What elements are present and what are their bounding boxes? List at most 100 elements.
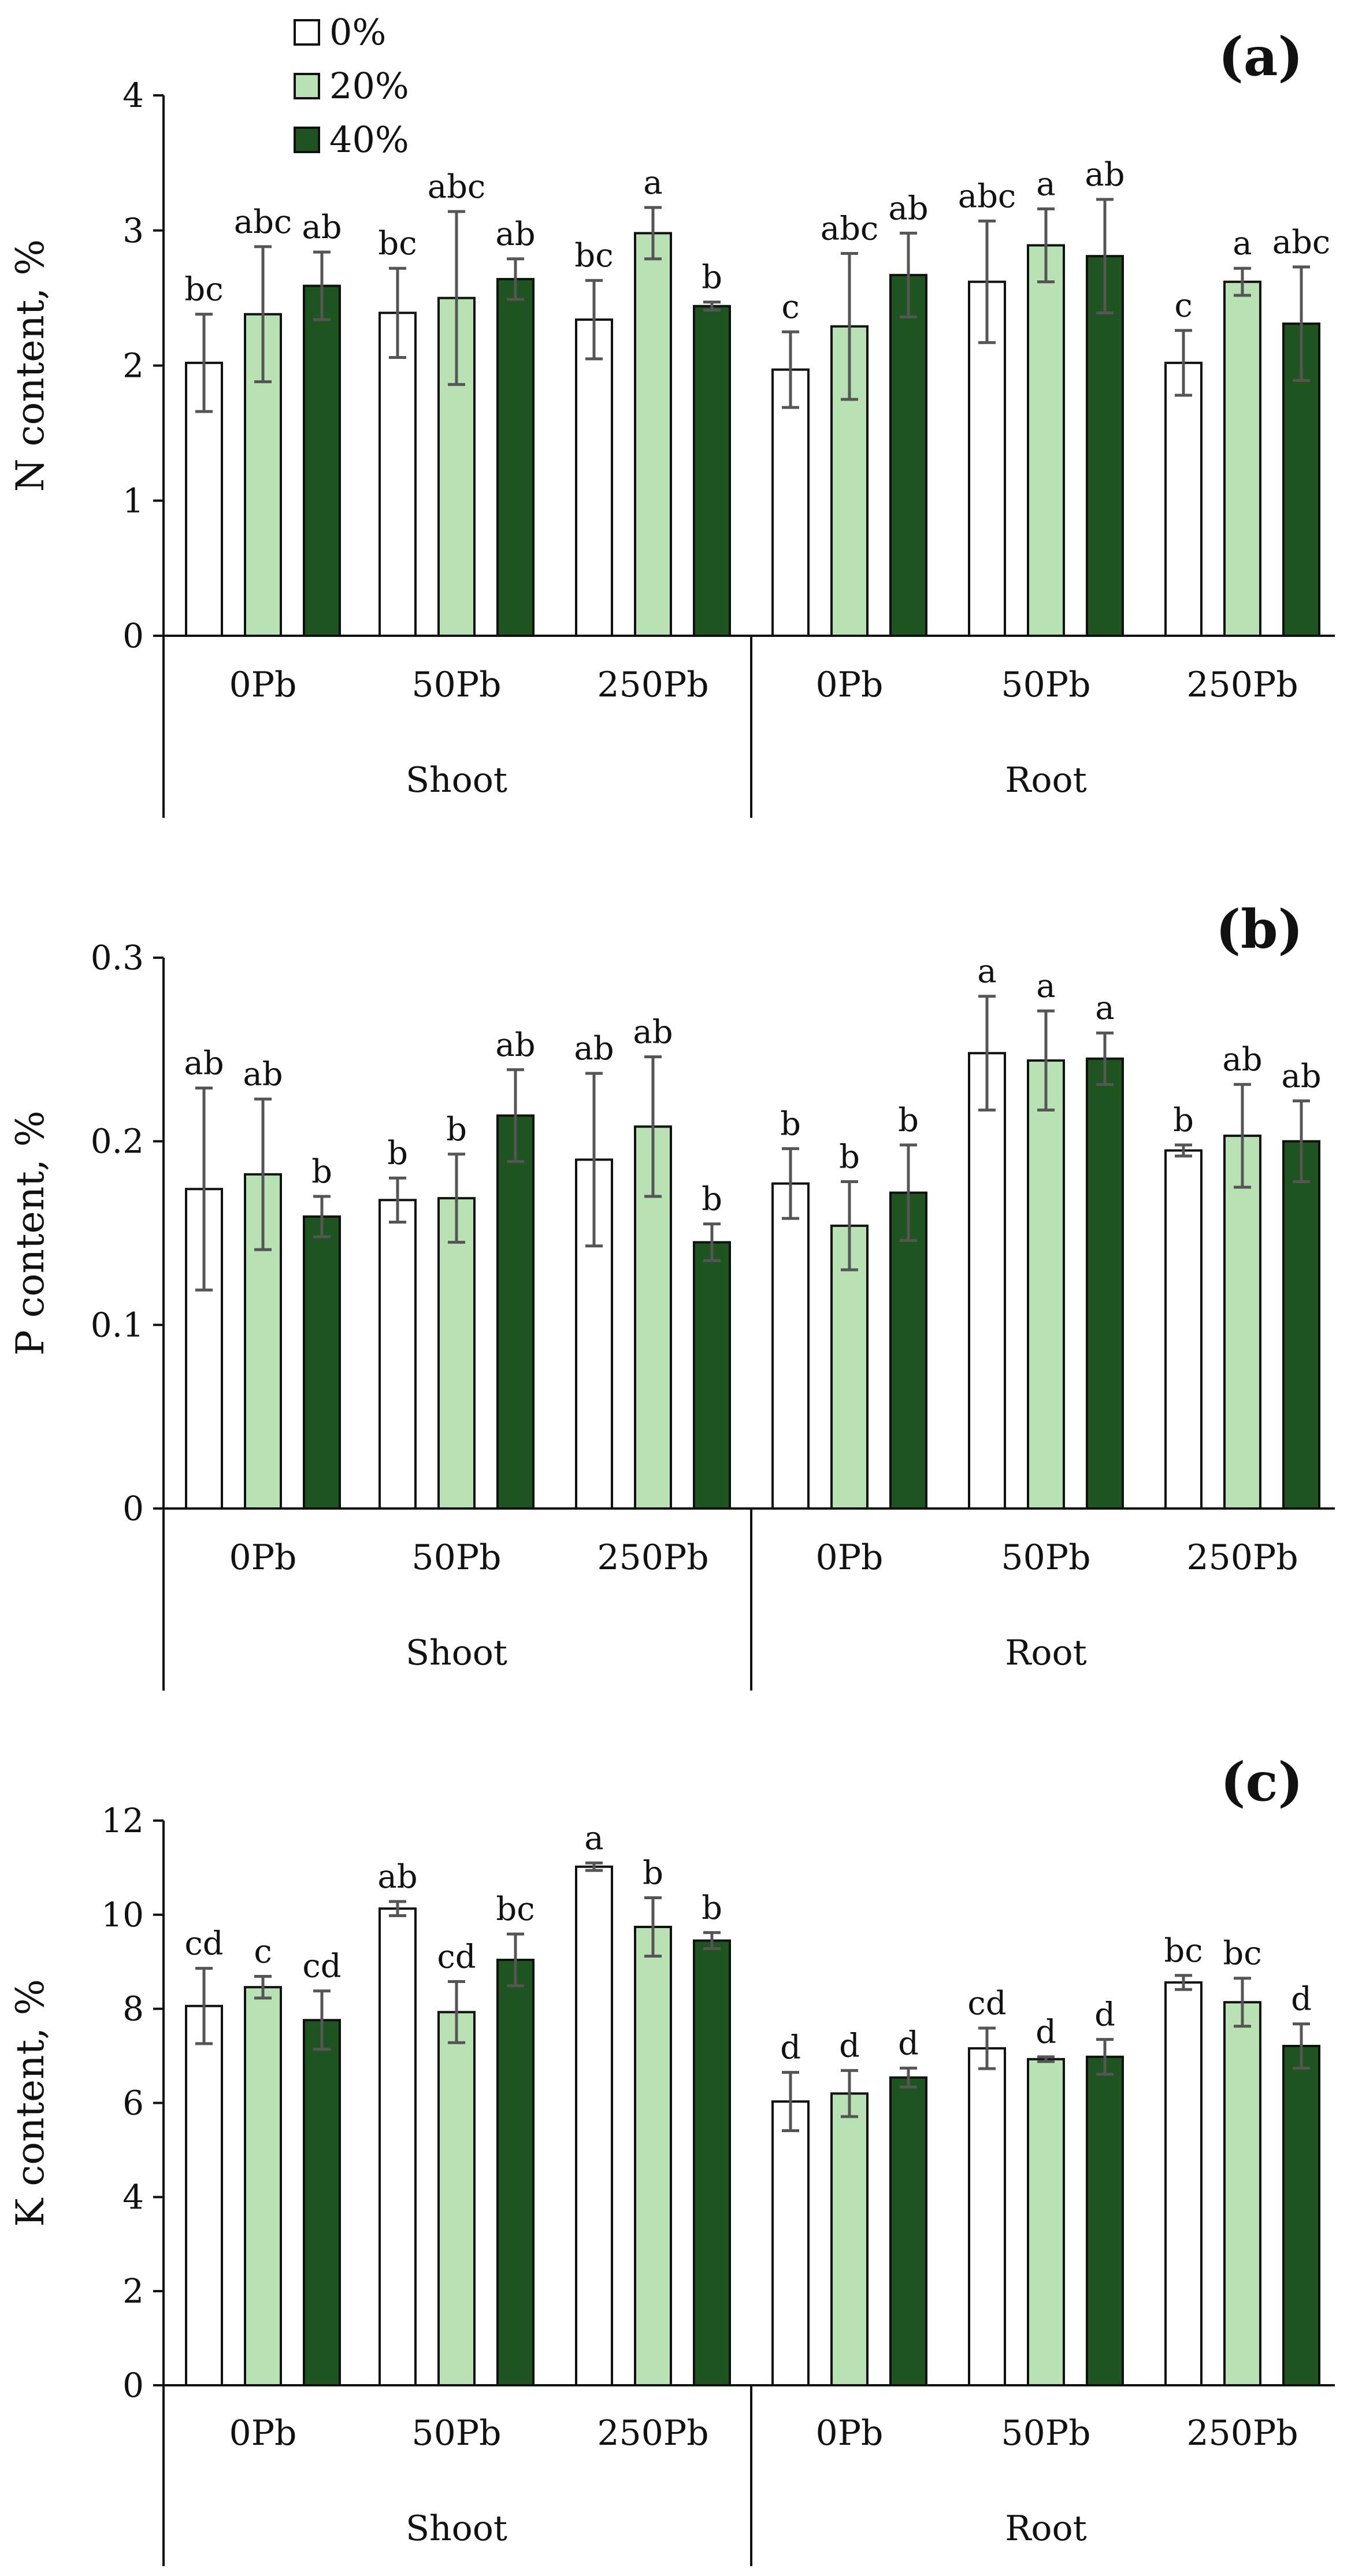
bar	[1223, 280, 1261, 637]
significance-letter: abc	[958, 177, 1016, 215]
bar	[437, 1197, 476, 1510]
category-label: 0Pb	[229, 2413, 297, 2453]
bar	[830, 2092, 869, 2386]
significance-letter: ab	[1085, 156, 1125, 194]
significance-letter: d	[1036, 2014, 1056, 2051]
category-label: 50Pb	[411, 1537, 501, 1578]
bar	[1164, 1149, 1203, 1510]
panel-b-p-content: 00.10.20.3P content, %(b)abbabbababbabba…	[8, 898, 1335, 1691]
bar	[1282, 2044, 1320, 2386]
bar	[244, 1986, 282, 2387]
category-label: 250Pb	[1186, 2413, 1298, 2453]
bar	[634, 1926, 672, 2387]
group-label: Root	[1005, 1633, 1087, 1673]
bar	[437, 2011, 476, 2386]
bar	[1027, 1059, 1065, 1510]
significance-letter: ab	[377, 1858, 417, 1896]
significance-letter: bc	[1164, 1932, 1203, 1970]
bar	[1086, 2055, 1124, 2386]
significance-letter: ab	[1222, 1041, 1262, 1078]
category-label: 50Pb	[411, 2413, 501, 2453]
significance-letter: a	[1036, 165, 1055, 203]
category-label: 0Pb	[816, 1537, 884, 1578]
category-label: 250Pb	[597, 665, 708, 705]
bar	[693, 1241, 731, 1510]
bar	[575, 1158, 613, 1510]
bar	[634, 232, 672, 637]
bar	[496, 277, 535, 637]
bar	[303, 284, 341, 637]
category-label: 0Pb	[816, 665, 884, 705]
significance-letter: c	[254, 1933, 272, 1970]
significance-letter: b	[898, 1102, 919, 1139]
bar	[185, 2004, 223, 2387]
y-tick-label: 6	[123, 2084, 144, 2123]
bar	[889, 2076, 927, 2386]
legend: 0% 20% 40%	[294, 11, 409, 161]
significance-letter: cd	[302, 1948, 341, 1985]
significance-letter: d	[780, 2029, 801, 2067]
bar	[968, 2047, 1006, 2386]
bar	[1086, 1057, 1124, 1510]
significance-letter: bc	[496, 1891, 535, 1928]
significance-letter: ab	[633, 1014, 673, 1051]
significance-letter: a	[1036, 968, 1055, 1005]
category-label: 250Pb	[597, 1537, 708, 1578]
significance-letter: b	[839, 1139, 860, 1176]
y-tick-label: 0	[123, 2366, 144, 2405]
bar	[378, 312, 417, 637]
category-label: 0Pb	[229, 665, 297, 705]
group-label: Shoot	[406, 2508, 507, 2549]
significance-letter: d	[898, 2025, 919, 2062]
category-label: 250Pb	[1186, 665, 1298, 705]
significance-letter: a	[643, 164, 662, 202]
category-label: 50Pb	[1001, 2413, 1090, 2453]
bar	[1164, 361, 1203, 637]
category-label: 50Pb	[1001, 1537, 1090, 1578]
y-tick-label: 3	[123, 211, 144, 250]
y-tick-label: 4	[123, 2177, 144, 2217]
category-label: 0Pb	[816, 2413, 884, 2453]
legend-label-1: 20%	[329, 65, 409, 107]
y-tick-label: 0.2	[91, 1122, 144, 1161]
significance-letter: ab	[243, 1056, 283, 1094]
bar	[1282, 1140, 1320, 1510]
bar	[496, 1958, 535, 2387]
y-tick-label: 10	[101, 1895, 144, 1934]
y-axis-label: K content, %	[8, 1979, 53, 2227]
significance-letter: bc	[378, 225, 417, 262]
group-label: Root	[1005, 2508, 1087, 2549]
bar	[771, 368, 810, 637]
significance-letter: bc	[1223, 1935, 1261, 1973]
significance-letter: cd	[967, 1985, 1006, 2022]
category-label: 50Pb	[1001, 665, 1090, 705]
bar	[771, 1182, 810, 1510]
bar	[830, 1224, 869, 1510]
y-axis-label: P content, %	[8, 1111, 53, 1356]
legend-swatch-0	[294, 19, 320, 46]
legend-swatch-2	[294, 127, 320, 153]
significance-letter: b	[1173, 1102, 1194, 1139]
legend-label-0: 0%	[329, 11, 386, 53]
significance-letter: abc	[821, 210, 879, 247]
bar	[378, 1907, 417, 2387]
category-label: 0Pb	[229, 1537, 297, 1578]
y-tick-label: 1	[123, 481, 144, 520]
bar	[889, 273, 927, 637]
significance-letter: d	[839, 2027, 860, 2064]
category-label: 250Pb	[1186, 1537, 1298, 1578]
significance-letter: cd	[184, 1925, 223, 1963]
significance-letter: b	[643, 1855, 663, 1892]
category-label: 50Pb	[411, 665, 501, 705]
group-label: Shoot	[406, 1633, 507, 1673]
significance-letter: b	[311, 1153, 332, 1191]
significance-letter: a	[977, 953, 996, 991]
y-tick-label: 4	[123, 76, 144, 115]
significance-letter: a	[1233, 225, 1252, 262]
y-tick-label: 2	[123, 346, 144, 386]
significance-letter: c	[781, 288, 799, 326]
significance-letter: ab	[1281, 1058, 1321, 1095]
